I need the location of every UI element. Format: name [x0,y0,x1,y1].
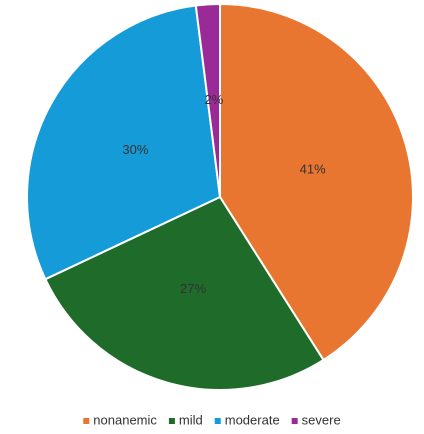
slice-label: 30% [122,142,148,157]
slice-label: 41% [300,162,326,177]
legend-label: moderate [225,412,280,427]
slice-label: 2% [205,92,224,107]
pie-slice [194,2,221,198]
legend-label: mild [179,412,203,427]
pie-slice [26,4,222,281]
slice-label: 27% [180,281,206,296]
legend-swatch [214,418,221,424]
legend-label: severe [302,412,341,427]
pie-slice [44,195,325,391]
pie-slice [219,2,414,362]
legend-label: nonanemic [93,412,157,427]
legend-swatch [168,418,175,424]
legend-swatch [83,418,90,424]
legend-swatch [291,418,298,424]
